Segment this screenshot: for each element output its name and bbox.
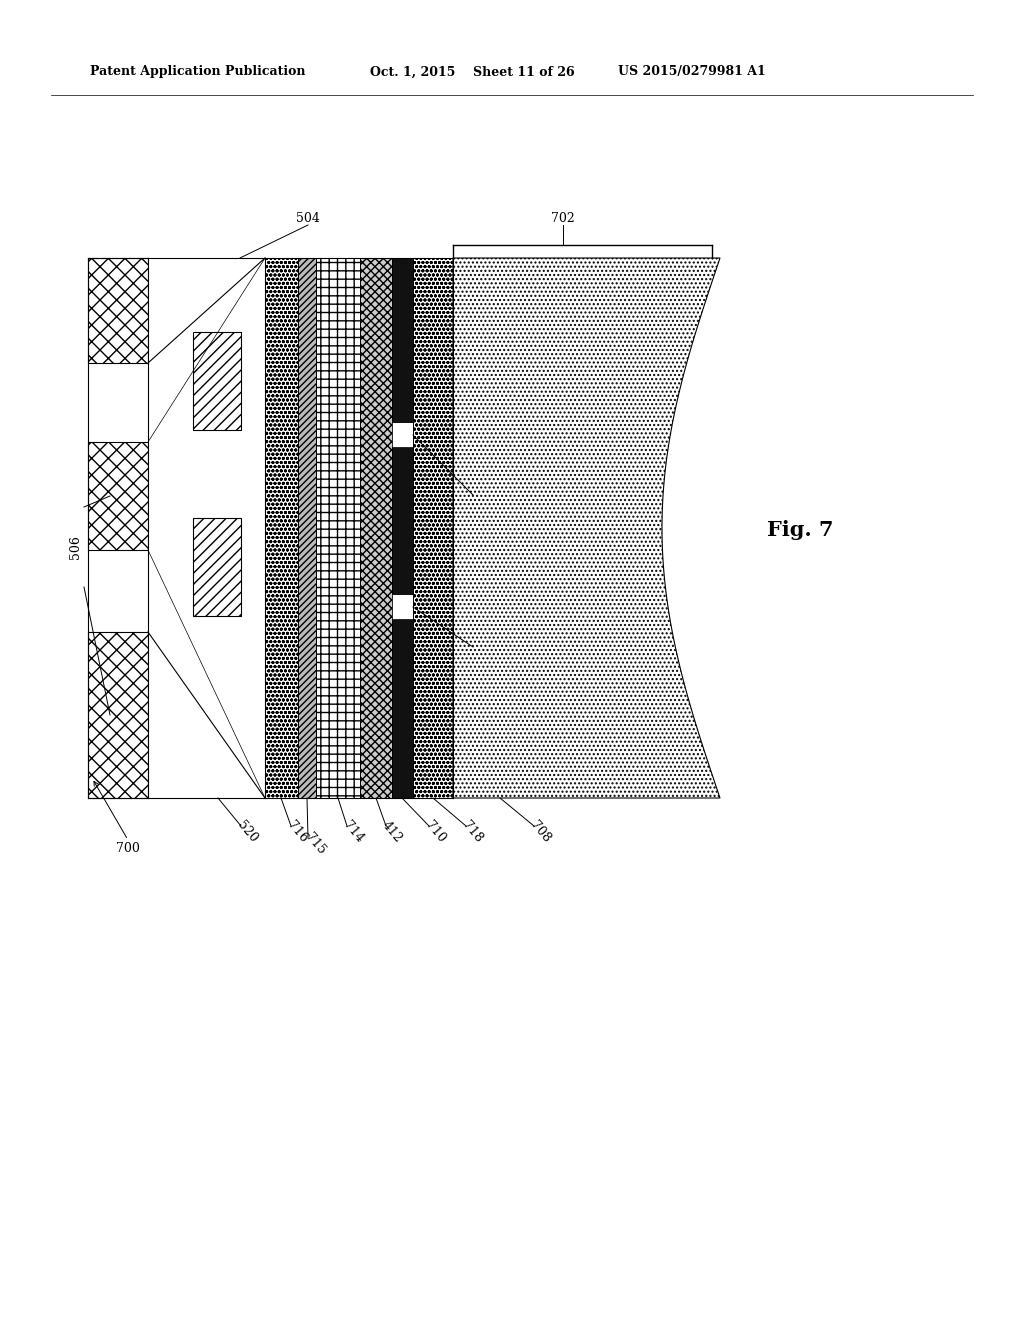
- Bar: [148, 257, 265, 799]
- Bar: [392, 257, 413, 422]
- Text: Fig. 7: Fig. 7: [767, 520, 834, 540]
- Bar: [392, 422, 413, 447]
- Bar: [392, 595, 413, 619]
- Bar: [265, 257, 298, 799]
- Bar: [316, 257, 360, 799]
- Bar: [88, 442, 148, 550]
- Text: 708: 708: [527, 818, 553, 846]
- Text: Sheet 11 of 26: Sheet 11 of 26: [473, 66, 574, 78]
- Text: 520: 520: [234, 818, 260, 845]
- Text: Patent Application Publication: Patent Application Publication: [90, 66, 305, 78]
- Text: 412: 412: [379, 818, 404, 846]
- Text: 718: 718: [460, 818, 484, 846]
- Text: 714: 714: [340, 818, 366, 846]
- Text: 716: 716: [285, 818, 309, 846]
- Text: 506: 506: [70, 535, 83, 558]
- Bar: [193, 333, 241, 430]
- Text: 504: 504: [296, 211, 319, 224]
- Bar: [298, 257, 316, 799]
- Text: 715: 715: [302, 830, 328, 858]
- Bar: [193, 517, 241, 616]
- Bar: [392, 619, 413, 799]
- Bar: [360, 257, 392, 799]
- Bar: [413, 257, 453, 799]
- Text: 710: 710: [422, 818, 447, 846]
- Polygon shape: [453, 257, 720, 799]
- Bar: [88, 632, 148, 799]
- Text: 700: 700: [116, 842, 140, 854]
- Bar: [88, 257, 148, 363]
- Bar: [392, 447, 413, 595]
- Text: 702: 702: [551, 211, 574, 224]
- Text: Oct. 1, 2015: Oct. 1, 2015: [370, 66, 456, 78]
- Text: US 2015/0279981 A1: US 2015/0279981 A1: [618, 66, 766, 78]
